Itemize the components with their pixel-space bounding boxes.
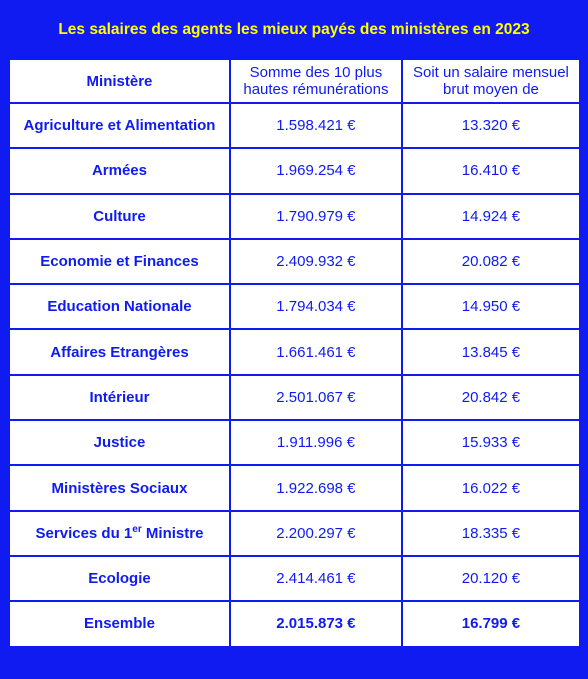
cell-salaire: 18.335 €: [400, 509, 582, 557]
table-row: Affaires Etrangères 1.661.461 € 13.845 €: [8, 328, 582, 376]
table-row: Ecologie 2.414.461 € 20.120 €: [8, 554, 582, 603]
cell-somme: 1.598.421 €: [228, 101, 403, 150]
cell-salaire: 20.082 €: [400, 237, 582, 286]
cell-ministere: Justice: [8, 419, 231, 467]
table-row: Culture 1.790.979 € 14.924 €: [8, 192, 582, 240]
cell-salaire: 13.845 €: [400, 328, 582, 376]
table-title: Les salaires des agents les mieux payés …: [58, 21, 530, 38]
cell-ministere: Services du 1er Ministre: [8, 509, 231, 557]
cell-ministere: Armées: [8, 147, 231, 195]
table-row: Armées 1.969.254 € 16.410 €: [8, 147, 582, 195]
total-row: Ensemble 2.015.873 € 16.799 €: [8, 600, 582, 648]
cell-salaire: 16.022 €: [400, 464, 582, 512]
cell-ministere: Intérieur: [8, 373, 231, 422]
cell-somme: 2.501.067 €: [228, 373, 403, 422]
total-label: Ensemble: [8, 600, 231, 648]
ministere-suffix: Ministre: [141, 524, 204, 542]
ministere-prefix: Services du 1: [35, 524, 133, 542]
cell-salaire: 20.120 €: [400, 554, 582, 603]
cell-somme: 1.969.254 €: [228, 147, 403, 195]
cell-somme: 1.661.461 €: [228, 328, 403, 376]
table-row: Agriculture et Alimentation 1.598.421 € …: [8, 101, 582, 150]
table-row: Economie et Finances 2.409.932 € 20.082 …: [8, 237, 582, 286]
cell-somme: 1.794.034 €: [228, 283, 403, 331]
cell-ministere: Ministères Sociaux: [8, 464, 231, 512]
cell-somme: 1.922.698 €: [228, 464, 403, 512]
total-somme: 2.015.873 €: [228, 600, 403, 648]
cell-ministere: Agriculture et Alimentation: [8, 101, 231, 150]
header-ministere: Ministère: [8, 58, 231, 104]
cell-salaire: 13.320 €: [400, 101, 582, 150]
table-row: Justice 1.911.996 € 15.933 €: [8, 419, 582, 467]
cell-salaire: 14.924 €: [400, 192, 582, 240]
cell-somme: 1.911.996 €: [228, 419, 403, 467]
salary-table: Ministère Somme des 10 plus hautes rémun…: [8, 58, 582, 648]
cell-salaire: 15.933 €: [400, 419, 582, 467]
table-row: Ministères Sociaux 1.922.698 € 16.022 €: [8, 464, 582, 512]
cell-ministere: Ecologie: [8, 554, 231, 603]
cell-ministere: Affaires Etrangères: [8, 328, 231, 376]
cell-salaire: 14.950 €: [400, 283, 582, 331]
table-row: Intérieur 2.501.067 € 20.842 €: [8, 373, 582, 422]
header-salaire: Soit un salaire mensuel brut moyen de: [400, 58, 582, 104]
total-salaire: 16.799 €: [400, 600, 582, 648]
cell-ministere: Culture: [8, 192, 231, 240]
cell-salaire: 16.410 €: [400, 147, 582, 195]
table-row: Services du 1er Ministre 2.200.297 € 18.…: [8, 509, 582, 557]
cell-somme: 2.414.461 €: [228, 554, 403, 603]
cell-somme: 1.790.979 €: [228, 192, 403, 240]
cell-somme: 2.409.932 €: [228, 237, 403, 286]
header-somme: Somme des 10 plus hautes rémunérations: [228, 58, 403, 104]
cell-somme: 2.200.297 €: [228, 509, 403, 557]
cell-salaire: 20.842 €: [400, 373, 582, 422]
header-row: Ministère Somme des 10 plus hautes rémun…: [8, 58, 582, 104]
cell-ministere: Economie et Finances: [8, 237, 231, 286]
ministere-superscript: er: [132, 523, 142, 535]
cell-ministere: Education Nationale: [8, 283, 231, 331]
table-row: Education Nationale 1.794.034 € 14.950 €: [8, 283, 582, 331]
